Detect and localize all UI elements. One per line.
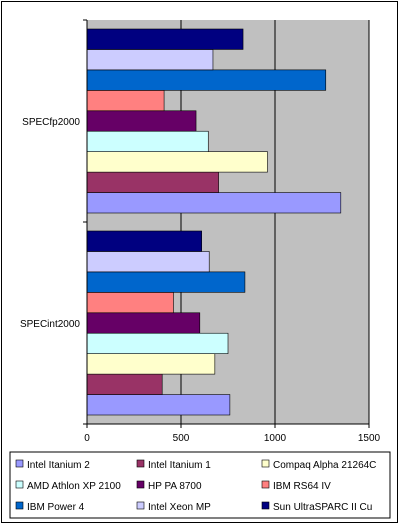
category-label: SPECfp2000 [22,117,80,128]
bar-ibm-power-4-specint2000 [86,271,246,293]
legend-swatch [261,459,270,468]
bar-ibm-rs64-iv-specint2000 [86,292,174,314]
legend-label: Sun UltraSPARC II Cu [273,502,372,513]
bar-intel-itanium-1-specfp2000 [86,171,219,193]
legend-swatch [261,501,270,510]
legend-label: Intel Itanium 1 [148,460,211,471]
legend-swatch [15,459,24,468]
legend-swatch [261,480,270,489]
legend-item: AMD Athlon XP 2100 [15,480,121,492]
bar-intel-itanium-1-specint2000 [86,373,163,395]
legend-label: AMD Athlon XP 2100 [27,481,121,492]
x-tick-label: 1500 [358,433,381,444]
legend-item: Intel Xeon MP [136,501,211,513]
bar-ibm-rs64-iv-specfp2000 [86,90,165,112]
bar-hp-pa-8700-specint2000 [86,312,201,334]
x-tick-label: 500 [173,433,190,444]
legend-item: IBM Power 4 [15,501,85,513]
legend-label: Intel Xeon MP [148,502,211,513]
legend-swatch [136,501,145,510]
bar-intel-xeon-mp-specfp2000 [86,49,214,71]
category-label: SPECint2000 [20,319,80,330]
legend-item: Sun UltraSPARC II Cu [261,501,372,513]
bar-sun-ultrasparc-ii-cu-specfp2000 [86,28,244,50]
legend-item: Compaq Alpha 21264C [261,459,376,471]
legend-item: HP PA 8700 [136,480,202,492]
bar-ibm-power-4-specfp2000 [86,69,327,91]
x-tick-label: 1000 [264,433,287,444]
legend-swatch [15,501,24,510]
legend-item: IBM RS64 IV [261,480,331,492]
bar-intel-itanium-2-specint2000 [86,394,231,416]
legend-item: Intel Itanium 2 [15,459,90,471]
bar-intel-itanium-2-specfp2000 [86,192,342,214]
legend: Intel Itanium 2 Intel Itanium 1 Compaq Alp… [9,451,391,519]
bar-amd-athlon-xp-2100-specfp2000 [86,130,209,152]
legend-label: Compaq Alpha 21264C [273,460,376,471]
legend-swatch [136,480,145,489]
bars [86,28,342,416]
x-tick-label: 0 [84,433,90,444]
legend-item: Intel Itanium 1 [136,459,211,471]
legend-label: HP PA 8700 [148,481,202,492]
x-axis-ticks: 0 500 1000 1500 [84,424,381,444]
legend-label: IBM Power 4 [27,502,85,513]
legend-label: IBM RS64 IV [273,481,331,492]
bar-compaq-alpha-21264c-specfp2000 [86,151,268,173]
y-axis-categories: SPECint2000 SPECfp2000 [20,19,87,425]
bar-intel-xeon-mp-specint2000 [86,251,210,273]
legend-swatch [15,480,24,489]
legend-swatch [136,459,145,468]
bar-sun-ultrasparc-ii-cu-specint2000 [86,230,202,252]
bar-hp-pa-8700-specfp2000 [86,110,197,132]
bar-compaq-alpha-21264c-specint2000 [86,353,216,375]
legend-box [9,451,391,519]
bar-amd-athlon-xp-2100-specint2000 [86,332,229,354]
legend-label: Intel Itanium 2 [27,460,90,471]
